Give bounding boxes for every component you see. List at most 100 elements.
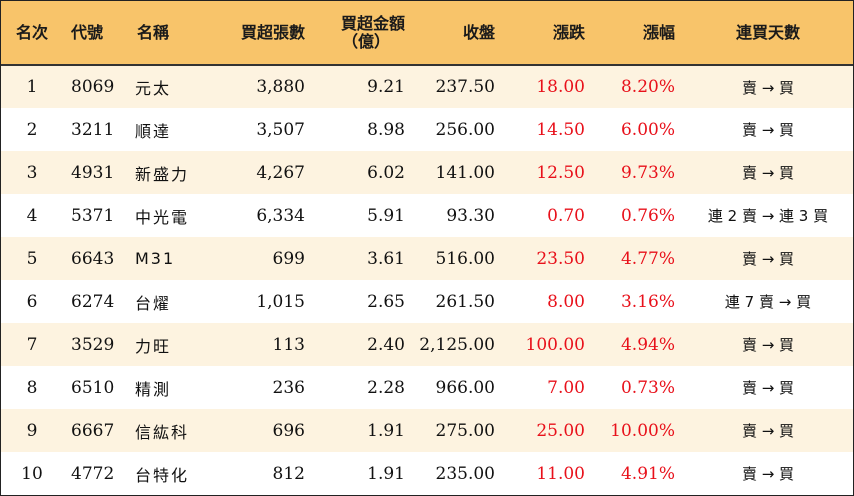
cell-close: 256.00 <box>435 119 495 140</box>
cell-amount: 3.61 <box>367 248 405 269</box>
cell-rank: 2 <box>26 119 38 140</box>
cell-consecutive-days: 賣 → 買 <box>741 121 795 139</box>
cell-amount: 1.91 <box>367 420 405 441</box>
cell-change: 8.00 <box>547 291 585 312</box>
table-row: 10 4772 台特化 812 1.91 235.00 11.00 4.91% … <box>1 452 853 495</box>
cell-change-pct: 0.73% <box>620 377 675 398</box>
cell-change-pct: 0.76% <box>620 205 675 226</box>
table-row: 4 5371 中光電 6,334 5.91 93.30 0.70 0.76% 連… <box>1 194 853 237</box>
table-row: 2 3211 順達 3,507 8.98 256.00 14.50 6.00% … <box>1 108 853 151</box>
cell-change: 100.00 <box>525 334 585 355</box>
cell-change-pct: 3.16% <box>620 291 675 312</box>
cell-lots: 1,015 <box>256 291 305 312</box>
table-row: 8 6510 精測 236 2.28 966.00 7.00 0.73% 賣 →… <box>1 366 853 409</box>
cell-code: 4931 <box>71 162 115 183</box>
header-change: 漲跌 <box>503 1 593 66</box>
cell-change: 18.00 <box>536 77 585 97</box>
header-close: 收盤 <box>413 1 503 66</box>
cell-rank: 9 <box>26 420 38 441</box>
cell-rank: 6 <box>26 291 38 312</box>
cell-amount: 6.02 <box>367 162 405 183</box>
cell-name: 精測 <box>135 379 172 399</box>
cell-close: 516.00 <box>435 248 495 269</box>
cell-lots: 812 <box>272 463 305 484</box>
cell-name: 台特化 <box>135 465 190 485</box>
cell-close: 141.00 <box>435 162 495 183</box>
cell-amount: 8.98 <box>367 119 405 140</box>
cell-close: 2,125.00 <box>419 334 495 355</box>
cell-change: 25.00 <box>536 420 585 441</box>
header-code: 代號 <box>63 1 129 66</box>
header-name: 名稱 <box>129 1 205 66</box>
header-change-pct: 漲幅 <box>593 1 683 66</box>
cell-name: 元太 <box>135 79 172 98</box>
cell-close: 235.00 <box>435 463 495 484</box>
header-net-buy-amount: 買超金額 （億） <box>313 1 413 66</box>
cell-lots: 236 <box>272 377 305 398</box>
cell-amount: 2.28 <box>367 377 405 398</box>
cell-lots: 3,507 <box>256 119 305 140</box>
cell-name: M31 <box>135 249 176 268</box>
cell-rank: 7 <box>26 334 38 355</box>
cell-code: 6274 <box>71 291 115 312</box>
cell-consecutive-days: 賣 → 買 <box>741 164 795 182</box>
cell-rank: 4 <box>26 205 38 226</box>
cell-name: 力旺 <box>135 336 172 356</box>
cell-change-pct: 6.00% <box>620 119 675 140</box>
cell-amount: 5.91 <box>367 205 405 226</box>
cell-consecutive-days: 連 7 賣 → 買 <box>724 293 812 311</box>
cell-rank: 3 <box>26 162 38 183</box>
cell-change-pct: 9.73% <box>620 162 675 183</box>
cell-lots: 113 <box>272 334 305 355</box>
cell-amount: 9.21 <box>367 77 405 97</box>
cell-code: 6510 <box>71 377 115 398</box>
cell-change-pct: 10.00% <box>610 420 675 441</box>
cell-close: 261.50 <box>435 291 495 312</box>
header-row: 名次 代號 名稱 買超張數 買超金額 （億） 收盤 漲跌 漲幅 連買天數 <box>1 1 853 66</box>
cell-change: 11.00 <box>536 463 585 484</box>
cell-amount: 2.40 <box>367 334 405 355</box>
header-net-buy-lots: 買超張數 <box>205 1 313 66</box>
cell-change-pct: 4.91% <box>620 463 675 484</box>
cell-consecutive-days: 賣 → 買 <box>741 250 795 268</box>
cell-name: 新盛力 <box>135 164 190 184</box>
cell-code: 3211 <box>71 119 115 140</box>
table-row: 5 6643 M31 699 3.61 516.00 23.50 4.77% 賣… <box>1 237 853 280</box>
cell-change: 12.50 <box>536 162 585 183</box>
header-net-buy-amount-line1: 買超金額 <box>340 13 405 33</box>
cell-consecutive-days: 賣 → 買 <box>741 336 795 354</box>
cell-code: 5371 <box>71 205 115 226</box>
cell-name: 台燿 <box>135 293 172 313</box>
cell-change-pct: 8.20% <box>620 77 675 97</box>
cell-change-pct: 4.77% <box>620 248 675 269</box>
cell-amount: 1.91 <box>367 463 405 484</box>
cell-name: 中光電 <box>135 207 190 227</box>
table-row: 9 6667 信紘科 696 1.91 275.00 25.00 10.00% … <box>1 409 853 452</box>
cell-code: 8069 <box>71 77 115 97</box>
cell-code: 4772 <box>71 463 115 484</box>
cell-close: 966.00 <box>435 377 495 398</box>
header-rank: 名次 <box>1 1 63 66</box>
cell-change-pct: 4.94% <box>620 334 675 355</box>
cell-name: 順達 <box>135 121 172 141</box>
cell-amount: 2.65 <box>367 291 405 312</box>
cell-change: 0.70 <box>547 205 585 226</box>
cell-lots: 4,267 <box>256 162 305 183</box>
header-net-buy-amount-line2: （億） <box>341 31 390 51</box>
cell-rank: 10 <box>21 463 43 484</box>
cell-lots: 6,334 <box>256 205 305 226</box>
table-row: 1 8069 元太 3,880 9.21 237.50 18.00 8.20% … <box>1 65 853 108</box>
cell-rank: 8 <box>26 377 38 398</box>
cell-code: 6643 <box>71 248 115 269</box>
cell-consecutive-days: 連 2 賣 → 連 3 買 <box>707 207 829 225</box>
cell-rank: 5 <box>26 248 38 269</box>
cell-close: 237.50 <box>435 77 495 97</box>
cell-rank: 1 <box>26 77 38 97</box>
cell-consecutive-days: 賣 → 買 <box>741 78 795 97</box>
cell-lots: 699 <box>272 248 305 269</box>
cell-consecutive-days: 賣 → 買 <box>741 422 795 440</box>
cell-change: 14.50 <box>536 119 585 140</box>
cell-change: 7.00 <box>547 377 585 398</box>
